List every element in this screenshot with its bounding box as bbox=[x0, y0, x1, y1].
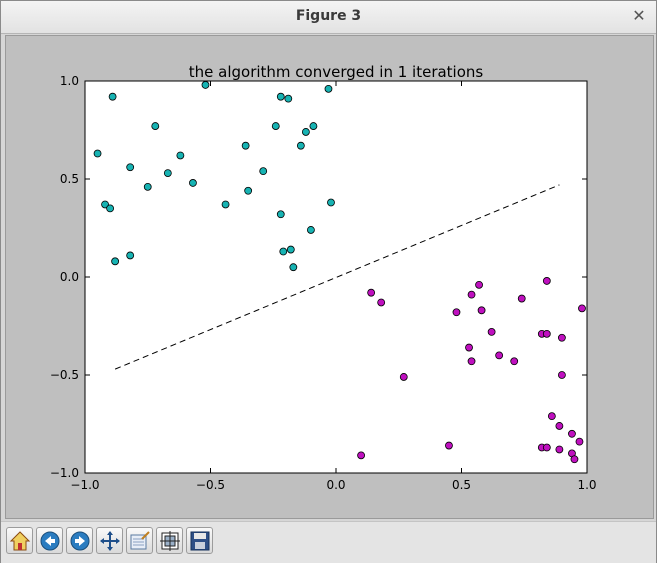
data-point-series-2 bbox=[578, 304, 586, 313]
configure-subplots-button[interactable] bbox=[156, 527, 183, 554]
data-point-series-2 bbox=[475, 280, 483, 289]
home-button[interactable] bbox=[6, 527, 33, 554]
back-button[interactable] bbox=[36, 527, 63, 554]
data-point-series-2 bbox=[495, 351, 504, 360]
data-point-series-1 bbox=[189, 179, 197, 187]
scatter-plot: the algorithm converged in 1 iterations … bbox=[50, 63, 597, 492]
navigation-toolbar bbox=[1, 521, 656, 563]
data-point-series-2 bbox=[558, 333, 566, 342]
data-point-series-1 bbox=[106, 204, 114, 213]
data-point-series-1 bbox=[108, 92, 117, 101]
data-point-series-2 bbox=[542, 443, 551, 452]
data-point-series-1 bbox=[301, 128, 310, 136]
decision-boundary bbox=[114, 184, 560, 370]
forward-button[interactable] bbox=[66, 527, 93, 554]
data-point-series-1 bbox=[244, 186, 253, 195]
axes-background bbox=[84, 80, 588, 474]
save-button[interactable] bbox=[186, 527, 213, 554]
y-tick-label: −0.5 bbox=[50, 368, 79, 382]
data-point-series-2 bbox=[568, 429, 576, 438]
data-point-series-1 bbox=[221, 200, 230, 209]
configure-subplots-icon bbox=[160, 531, 180, 551]
forward-arrow-icon bbox=[70, 531, 90, 551]
data-points bbox=[93, 81, 586, 464]
data-point-series-1 bbox=[201, 81, 210, 89]
data-point-series-1 bbox=[324, 84, 333, 93]
y-tick-label: 0.0 bbox=[60, 270, 79, 284]
data-point-series-2 bbox=[487, 327, 496, 336]
data-point-series-1 bbox=[284, 94, 293, 103]
data-point-series-2 bbox=[510, 357, 519, 366]
data-point-series-1 bbox=[279, 247, 288, 256]
data-point-series-2 bbox=[367, 288, 376, 297]
pan-button[interactable] bbox=[96, 527, 123, 554]
title-bar[interactable]: Figure 3 ✕ bbox=[1, 1, 656, 34]
data-point-series-1 bbox=[93, 149, 102, 158]
data-point-series-1 bbox=[271, 122, 280, 130]
chart-title: the algorithm converged in 1 iterations bbox=[189, 63, 484, 81]
zoom-button[interactable] bbox=[126, 527, 153, 554]
pan-icon bbox=[100, 531, 120, 551]
data-point-series-1 bbox=[163, 169, 172, 178]
data-point-series-2 bbox=[517, 294, 526, 303]
y-tick-label: 1.0 bbox=[60, 74, 79, 88]
home-icon bbox=[9, 531, 31, 551]
data-point-series-1 bbox=[241, 141, 250, 150]
data-point-series-1 bbox=[151, 122, 160, 130]
data-point-series-1 bbox=[259, 167, 268, 176]
data-point-series-2 bbox=[555, 445, 564, 454]
data-point-series-2 bbox=[445, 441, 453, 450]
data-point-series-2 bbox=[542, 329, 551, 338]
data-point-series-1 bbox=[286, 245, 295, 254]
data-point-series-2 bbox=[575, 437, 584, 446]
data-point-series-1 bbox=[126, 251, 135, 260]
data-point-series-2 bbox=[555, 422, 564, 430]
data-point-series-2 bbox=[452, 308, 461, 317]
figure-canvas[interactable]: the algorithm converged in 1 iterations … bbox=[5, 35, 654, 519]
x-tick-label: 0.0 bbox=[326, 478, 345, 492]
data-point-series-1 bbox=[101, 200, 109, 209]
data-point-series-1 bbox=[143, 182, 152, 191]
y-tick-label: 0.5 bbox=[60, 172, 79, 186]
data-point-series-1 bbox=[327, 198, 335, 207]
x-tick-label: −1.0 bbox=[70, 478, 99, 492]
data-point-series-1 bbox=[289, 263, 298, 272]
data-point-series-2 bbox=[570, 455, 579, 464]
data-point-series-2 bbox=[465, 343, 473, 352]
x-tick-label: 1.0 bbox=[577, 478, 596, 492]
data-point-series-2 bbox=[399, 373, 408, 381]
data-point-series-1 bbox=[176, 151, 185, 160]
data-point-series-2 bbox=[558, 371, 566, 379]
zoom-rect-icon bbox=[130, 531, 150, 550]
window-title: Figure 3 bbox=[295, 8, 362, 24]
data-point-series-2 bbox=[377, 298, 386, 307]
data-point-series-1 bbox=[111, 257, 120, 266]
y-tick-label: −1.0 bbox=[50, 466, 79, 480]
data-point-series-1 bbox=[306, 226, 315, 234]
axis-ticks: −1.0 −0.5 0.0 0.5 1.0 1.0 0.5 0.0 −0.5 −1.0 bbox=[50, 74, 597, 492]
x-tick-label: 0.5 bbox=[452, 478, 471, 492]
back-arrow-icon bbox=[40, 531, 60, 551]
data-point-series-2 bbox=[542, 277, 551, 285]
close-icon[interactable]: ✕ bbox=[632, 6, 646, 25]
data-point-series-2 bbox=[467, 357, 476, 366]
save-icon bbox=[190, 531, 210, 551]
data-point-series-1 bbox=[276, 210, 285, 219]
data-point-series-1 bbox=[309, 122, 318, 130]
decision-line bbox=[114, 184, 560, 370]
data-point-series-1 bbox=[126, 163, 135, 172]
data-point-series-2 bbox=[547, 412, 556, 421]
data-point-series-1 bbox=[276, 92, 285, 101]
data-point-series-2 bbox=[477, 306, 486, 315]
data-point-series-2 bbox=[467, 290, 476, 299]
data-point-series-1 bbox=[296, 141, 305, 150]
data-point-series-2 bbox=[357, 451, 366, 460]
x-tick-label: −0.5 bbox=[196, 478, 225, 492]
